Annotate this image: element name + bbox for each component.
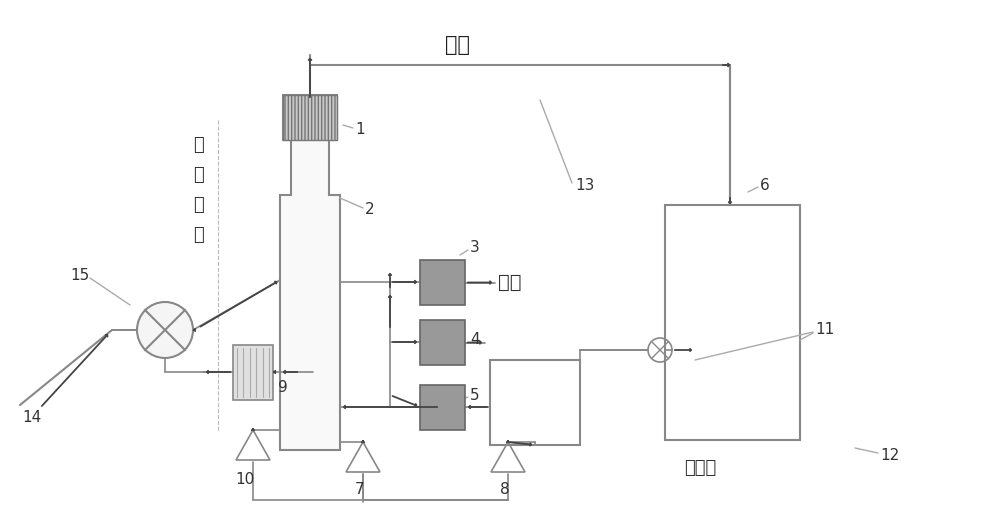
Bar	[490, 360, 580, 445]
Text: 12: 12	[880, 447, 899, 462]
Circle shape	[137, 302, 193, 358]
Text: 8: 8	[500, 483, 510, 497]
Bar	[420, 320, 465, 365]
Text: 脱硛液: 脱硛液	[684, 459, 716, 477]
Text: 3: 3	[470, 240, 480, 255]
Text: 水: 水	[193, 226, 203, 244]
Text: 7: 7	[355, 483, 365, 497]
Text: 14: 14	[22, 411, 41, 426]
Text: 氨汽: 氨汽	[445, 35, 470, 55]
Text: 11: 11	[815, 322, 834, 337]
Polygon shape	[280, 95, 340, 450]
Text: 氨: 氨	[193, 196, 203, 214]
Text: 6: 6	[760, 178, 770, 193]
Text: 4: 4	[470, 332, 480, 347]
Text: 2: 2	[365, 203, 375, 218]
Text: 1: 1	[355, 122, 365, 137]
Bar	[420, 385, 465, 430]
Bar	[420, 260, 465, 305]
Text: 9: 9	[278, 380, 288, 395]
Text: 环: 环	[193, 166, 203, 184]
Bar	[665, 205, 800, 440]
Text: 生化: 生化	[498, 273, 522, 292]
Text: 10: 10	[235, 472, 254, 487]
Text: 5: 5	[470, 387, 480, 403]
Bar	[233, 345, 273, 400]
Text: 13: 13	[575, 178, 594, 193]
Text: 循: 循	[193, 136, 203, 154]
Bar	[283, 95, 337, 140]
Text: 15: 15	[70, 268, 89, 282]
